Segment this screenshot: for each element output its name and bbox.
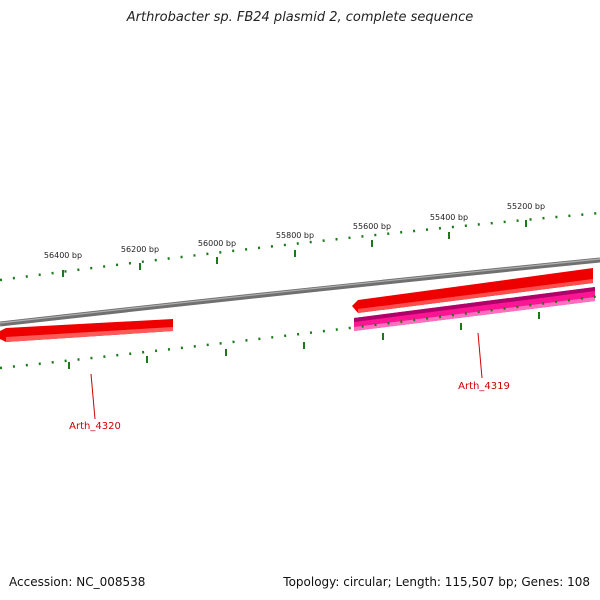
accession-text: Accession: NC_008538	[9, 575, 146, 589]
tick-label: 55200 bp	[507, 202, 545, 211]
topology-summary: Topology: circular; Length: 115,507 bp; …	[283, 575, 590, 589]
tick-label: 56000 bp	[198, 239, 236, 248]
tick-label: 55600 bp	[353, 222, 391, 231]
tick-label: 56200 bp	[121, 245, 159, 254]
tick-label: 55400 bp	[430, 213, 468, 222]
gene-label-text: Arth_4320	[69, 421, 121, 432]
inner-tick-ring	[0, 294, 600, 370]
gene-label-arth-4319[interactable]: Arth_4319	[458, 332, 510, 392]
plasmid-backbone	[0, 257, 600, 327]
tick-label: 55800 bp	[276, 231, 314, 240]
tick-label: 56400 bp	[44, 251, 82, 260]
gene-label-arth-4320[interactable]: Arth_4320	[69, 373, 121, 432]
map-title: Arthrobacter sp. FB24 plasmid 2, complet…	[126, 10, 474, 25]
gene-arth-4319[interactable]	[352, 268, 593, 313]
gene-arth-4320[interactable]	[0, 319, 173, 342]
major-ticks: 56400 bp 56200 bp 56000 bp 55800 bp 5560…	[44, 202, 545, 277]
gene-label-text: Arth_4319	[458, 381, 510, 392]
